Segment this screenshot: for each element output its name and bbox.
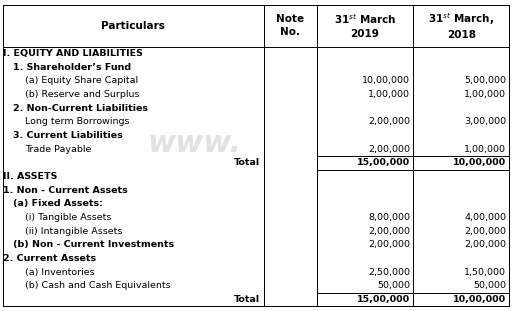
Text: Total: Total xyxy=(233,158,260,167)
Text: 50,000: 50,000 xyxy=(474,281,506,290)
Text: 5,00,000: 5,00,000 xyxy=(464,76,506,85)
Text: (b) Cash and Cash Equivalents: (b) Cash and Cash Equivalents xyxy=(26,281,171,290)
Text: 31$^{st}$ March
2019: 31$^{st}$ March 2019 xyxy=(334,12,396,39)
Text: (ii) Intangible Assets: (ii) Intangible Assets xyxy=(26,227,123,236)
Text: 10,00,000: 10,00,000 xyxy=(453,295,506,304)
Text: (b) Reserve and Surplus: (b) Reserve and Surplus xyxy=(26,90,140,99)
Text: (a) Equity Share Capital: (a) Equity Share Capital xyxy=(26,76,138,85)
Text: Trade Payable: Trade Payable xyxy=(26,145,92,154)
Text: 31$^{st}$ March,
2018: 31$^{st}$ March, 2018 xyxy=(429,12,494,40)
Text: www.: www. xyxy=(147,128,242,158)
Text: 15,00,000: 15,00,000 xyxy=(357,158,410,167)
Text: 2,00,000: 2,00,000 xyxy=(464,240,506,249)
Text: 2. Non-Current Liabilities: 2. Non-Current Liabilities xyxy=(13,104,147,113)
Text: 2,00,000: 2,00,000 xyxy=(464,227,506,236)
Text: 1,00,000: 1,00,000 xyxy=(368,90,410,99)
Text: 2,00,000: 2,00,000 xyxy=(368,117,410,126)
Text: Total: Total xyxy=(233,295,260,304)
Text: 1. Non - Current Assets: 1. Non - Current Assets xyxy=(3,186,127,195)
Text: 1,00,000: 1,00,000 xyxy=(464,90,506,99)
Text: 8,00,000: 8,00,000 xyxy=(368,213,410,222)
Text: II. ASSETS: II. ASSETS xyxy=(3,172,57,181)
Text: (i) Tangible Assets: (i) Tangible Assets xyxy=(26,213,112,222)
Text: 2,00,000: 2,00,000 xyxy=(368,240,410,249)
Text: 1,00,000: 1,00,000 xyxy=(464,145,506,154)
Text: Note
No.: Note No. xyxy=(276,14,304,37)
Text: 50,000: 50,000 xyxy=(377,281,410,290)
Text: 4,00,000: 4,00,000 xyxy=(464,213,506,222)
Text: 3. Current Liabilities: 3. Current Liabilities xyxy=(13,131,122,140)
Text: 2,00,000: 2,00,000 xyxy=(368,145,410,154)
Text: (b) Non - Current Investments: (b) Non - Current Investments xyxy=(13,240,174,249)
Text: 15,00,000: 15,00,000 xyxy=(357,295,410,304)
Text: Long term Borrowings: Long term Borrowings xyxy=(26,117,130,126)
Text: 2. Current Assets: 2. Current Assets xyxy=(3,254,96,263)
Text: 2,50,000: 2,50,000 xyxy=(368,268,410,277)
Text: 1,50,000: 1,50,000 xyxy=(464,268,506,277)
Text: 10,00,000: 10,00,000 xyxy=(453,158,506,167)
Text: 10,00,000: 10,00,000 xyxy=(362,76,410,85)
Text: 2,00,000: 2,00,000 xyxy=(368,227,410,236)
Text: (a) Fixed Assets:: (a) Fixed Assets: xyxy=(13,199,102,208)
Text: I. EQUITY AND LIABILITIES: I. EQUITY AND LIABILITIES xyxy=(3,49,142,58)
Text: 1. Shareholder’s Fund: 1. Shareholder’s Fund xyxy=(13,63,131,72)
Text: Particulars: Particulars xyxy=(101,21,165,31)
Text: 3,00,000: 3,00,000 xyxy=(464,117,506,126)
Text: (a) Inventories: (a) Inventories xyxy=(26,268,95,277)
